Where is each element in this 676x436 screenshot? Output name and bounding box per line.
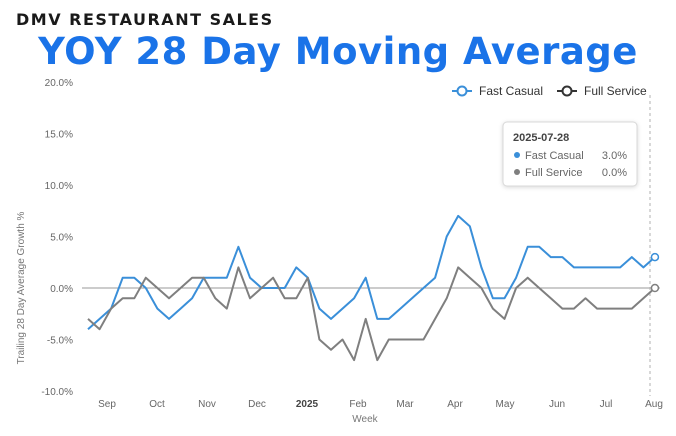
hover-point-fast-casual[interactable] [650, 252, 660, 262]
x-tick-label: Nov [198, 399, 216, 410]
x-tick-label: Sep [98, 399, 116, 410]
y-tick-label: -5.0% [47, 336, 73, 347]
x-tick-label: May [496, 399, 515, 410]
tooltip: 2025-07-28 Fast Casual 3.0% Full Service… [502, 121, 638, 187]
x-axis-label: Week [352, 414, 378, 425]
y-tick-label: 10.0% [45, 181, 73, 192]
y-tick-label: 15.0% [45, 130, 73, 141]
x-tick-label: Oct [149, 399, 165, 410]
y-tick-labels: -10.0% -5.0% 0.0% 5.0% 10.0% 15.0% 20.0% [41, 78, 73, 398]
header-kicker: DMV RESTAURANT SALES [16, 10, 274, 29]
tooltip-value-full-service: 0.0% [602, 167, 627, 179]
x-tick-label: Dec [248, 399, 266, 410]
series-line-fast-casual[interactable] [87, 214, 656, 330]
legend-label-fast-casual: Fast Casual [479, 84, 543, 98]
tooltip-marker-full-service [514, 169, 520, 175]
series-lines [87, 214, 660, 362]
legend: Fast Casual Full Service [452, 84, 647, 98]
x-tick-label: Mar [396, 399, 414, 410]
tooltip-value-fast-casual: 3.0% [602, 150, 627, 162]
y-tick-label: 5.0% [50, 233, 73, 244]
x-tick-label: Feb [349, 399, 367, 410]
tooltip-marker-fast-casual [514, 152, 520, 158]
y-axis-label: Trailing 28 Day Average Growth % [16, 211, 27, 364]
series-line-full-service[interactable] [87, 266, 656, 362]
tooltip-box [502, 121, 638, 187]
x-tick-labels: Sep Oct Nov Dec 2025 Feb Mar Apr May Jun Jul Aug [98, 399, 663, 410]
y-tick-label: -10.0% [41, 387, 73, 398]
y-tick-label: 0.0% [50, 284, 73, 295]
legend-item-fast-casual[interactable]: Fast Casual [452, 84, 543, 98]
x-tick-label: 2025 [296, 399, 319, 410]
x-tick-label: Jul [600, 399, 613, 410]
legend-item-full-service[interactable]: Full Service [557, 84, 647, 98]
legend-label-full-service: Full Service [584, 84, 647, 98]
x-tick-label: Aug [645, 399, 663, 410]
tooltip-series-full-service: Full Service [525, 167, 582, 179]
hover-point-full-service[interactable] [650, 283, 660, 293]
x-tick-label: Apr [447, 399, 463, 410]
x-tick-label: Jun [549, 399, 565, 410]
chart-title: YOY 28 Day Moving Average [38, 30, 638, 73]
y-tick-label: 20.0% [45, 78, 73, 89]
tooltip-series-fast-casual: Fast Casual [525, 150, 584, 162]
tooltip-date: 2025-07-28 [513, 132, 569, 144]
